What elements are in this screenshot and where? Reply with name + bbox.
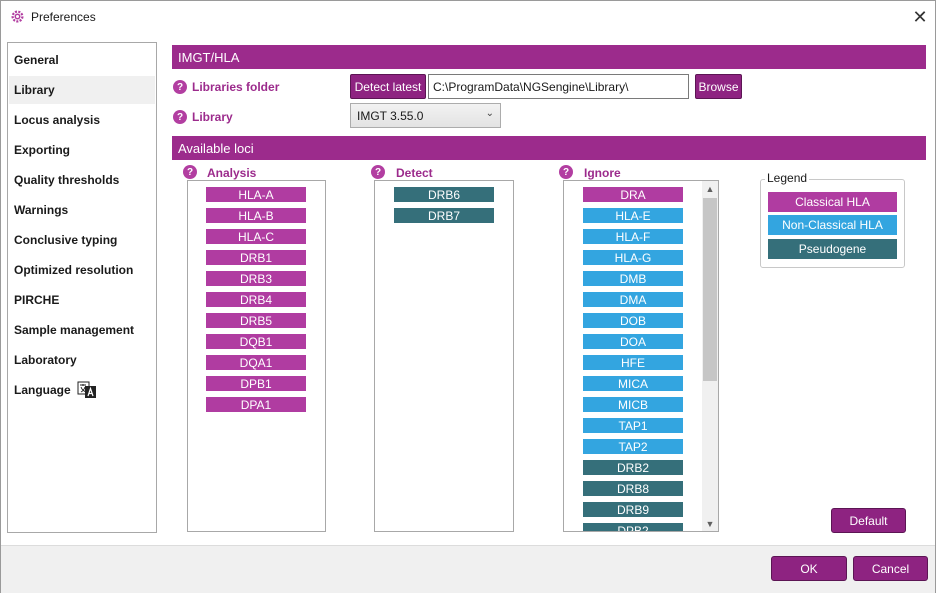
locus-item-drb8[interactable]: DRB8 — [583, 481, 683, 496]
sidebar-item-optimized-resolution[interactable]: Optimized resolution — [14, 263, 134, 277]
sidebar-item-quality-thresholds[interactable]: Quality thresholds — [14, 173, 120, 187]
locus-item-hla-g[interactable]: HLA-G — [583, 250, 683, 265]
detect-label: Detect — [396, 166, 433, 180]
locus-item-hla-b[interactable]: HLA-B — [206, 208, 306, 223]
title-bar: Preferences ✕ — [1, 1, 935, 33]
locus-item-dmb[interactable]: DMB — [583, 271, 683, 286]
locus-item-tap1[interactable]: TAP1 — [583, 418, 683, 433]
sidebar-item-pirche[interactable]: PIRCHE — [14, 293, 60, 307]
locus-item-hla-c[interactable]: HLA-C — [206, 229, 306, 244]
detect-latest-button[interactable]: Detect latest — [350, 74, 426, 99]
locus-item-doa[interactable]: DOA — [583, 334, 683, 349]
locus-item-dqa1[interactable]: DQA1 — [206, 355, 306, 370]
library-help-icon[interactable]: ? — [173, 110, 187, 124]
window-title: Preferences — [31, 10, 96, 24]
scroll-up-icon[interactable]: ▲ — [705, 183, 715, 194]
detect-list[interactable]: DRB6 DRB7 — [374, 180, 514, 532]
locus-item-dma[interactable]: DMA — [583, 292, 683, 307]
locus-item-hla-a[interactable]: HLA-A — [206, 187, 306, 202]
locus-item-dpb1[interactable]: DPB1 — [206, 376, 306, 391]
legend-item-classical-hla: Classical HLA — [768, 192, 897, 212]
sidebar-item-warnings[interactable]: Warnings — [14, 203, 69, 217]
ignore-label: Ignore — [584, 166, 621, 180]
gear-icon — [11, 10, 24, 23]
locus-item-drb4[interactable]: DRB4 — [206, 292, 306, 307]
library-select[interactable]: IMGT 3.55.0 ⌄ — [350, 103, 501, 128]
locus-item-dob[interactable]: DOB — [583, 313, 683, 328]
preferences-sidebar: General Library Locus analysis Exporting… — [7, 42, 157, 533]
sidebar-item-sample-management[interactable]: Sample management — [14, 323, 135, 337]
sidebar-item-locus-analysis[interactable]: Locus analysis — [14, 113, 101, 127]
sidebar-item-conclusive-typing[interactable]: Conclusive typing — [14, 233, 118, 247]
available-loci-section-header: Available loci — [172, 136, 926, 160]
sidebar-item-library[interactable]: Library — [9, 76, 155, 104]
dialog-button-bar: OK Cancel — [1, 545, 935, 593]
chevron-down-icon: ⌄ — [485, 108, 494, 119]
sidebar-item-laboratory[interactable]: Laboratory — [14, 353, 77, 367]
libraries-folder-label: Libraries folder — [192, 80, 280, 94]
browse-button[interactable]: Browse — [695, 74, 742, 99]
sidebar-item-language[interactable]: Language — [9, 376, 155, 404]
ignore-list[interactable]: DRA HLA-E HLA-F HLA-G DMB DMA DOB DOA HFE MICA MIC… — [563, 180, 719, 532]
sidebar-item-general[interactable]: General — [14, 53, 59, 67]
locus-item-drb2[interactable]: DRB2 — [583, 460, 683, 475]
libraries-folder-input[interactable] — [428, 74, 689, 99]
detect-help-icon[interactable]: ? — [371, 165, 385, 179]
legend-item-pseudogene: Pseudogene — [768, 239, 897, 259]
locus-item-micb[interactable]: MICB — [583, 397, 683, 412]
ignore-list-scrollbar[interactable]: ▲ ▼ — [702, 181, 718, 531]
sidebar-item-exporting[interactable]: Exporting — [14, 143, 70, 157]
close-button[interactable]: ✕ — [906, 5, 934, 29]
locus-item-drb1[interactable]: DRB1 — [206, 250, 306, 265]
locus-item-hla-e[interactable]: HLA-E — [583, 208, 683, 223]
analysis-list[interactable]: HLA-A HLA-B HLA-C DRB1 DRB3 DRB4 DRB5 DQB1 DQA1 D… — [187, 180, 326, 532]
scroll-thumb[interactable] — [703, 198, 717, 381]
locus-item-mica[interactable]: MICA — [583, 376, 683, 391]
language-translate-icon — [77, 381, 96, 398]
analysis-help-icon[interactable]: ? — [183, 165, 197, 179]
locus-item-dpb2[interactable]: DPB2 — [583, 523, 683, 531]
scroll-down-icon[interactable]: ▼ — [705, 518, 715, 529]
library-select-value: IMGT 3.55.0 — [357, 108, 424, 123]
locus-item-drb7[interactable]: DRB7 — [394, 208, 494, 223]
libraries-folder-help-icon[interactable]: ? — [173, 80, 187, 94]
imgt-hla-section-header: IMGT/HLA — [172, 45, 926, 69]
locus-item-hla-f[interactable]: HLA-F — [583, 229, 683, 244]
library-label: Library — [192, 110, 233, 124]
locus-item-tap2[interactable]: TAP2 — [583, 439, 683, 454]
locus-item-drb5[interactable]: DRB5 — [206, 313, 306, 328]
locus-item-dpa1[interactable]: DPA1 — [206, 397, 306, 412]
ignore-help-icon[interactable]: ? — [559, 165, 573, 179]
locus-item-drb3[interactable]: DRB3 — [206, 271, 306, 286]
locus-item-hfe[interactable]: HFE — [583, 355, 683, 370]
locus-item-dqb1[interactable]: DQB1 — [206, 334, 306, 349]
locus-item-dra[interactable]: DRA — [583, 187, 683, 202]
cancel-button[interactable]: Cancel — [853, 556, 928, 581]
legend-title: Legend — [765, 171, 810, 185]
locus-item-drb6[interactable]: DRB6 — [394, 187, 494, 202]
legend-item-non-classical-hla: Non-Classical HLA — [768, 215, 897, 235]
default-button[interactable]: Default — [831, 508, 906, 533]
ok-button[interactable]: OK — [771, 556, 847, 581]
legend-box: Legend Classical HLA Non-Classical HLA P… — [760, 171, 905, 268]
analysis-label: Analysis — [207, 166, 257, 180]
locus-item-drb9[interactable]: DRB9 — [583, 502, 683, 517]
close-icon: ✕ — [912, 6, 928, 27]
